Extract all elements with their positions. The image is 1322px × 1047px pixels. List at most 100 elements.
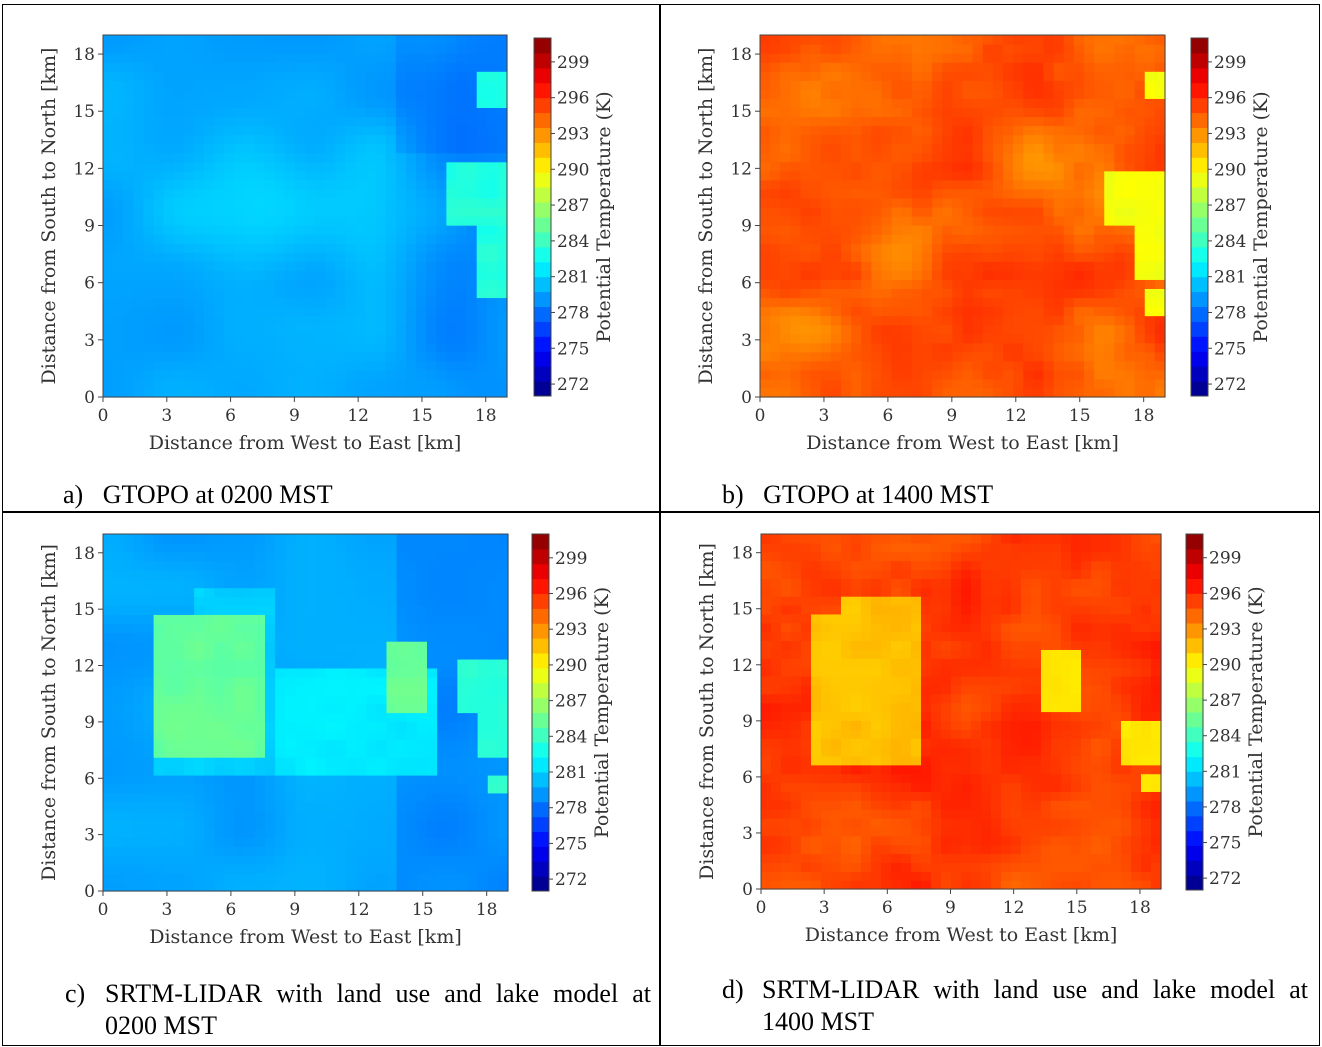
heatmap-cell bbox=[770, 35, 781, 45]
heatmap-cell bbox=[295, 828, 307, 839]
heatmap-cell bbox=[1084, 270, 1095, 280]
heatmap-cell bbox=[1023, 234, 1034, 244]
heatmap-cell bbox=[315, 882, 327, 892]
heatmap-cell bbox=[427, 846, 438, 856]
heatmap-cell bbox=[285, 569, 296, 580]
heatmap-cell bbox=[871, 170, 883, 181]
heatmap-cell bbox=[103, 846, 114, 856]
heatmap-cell bbox=[476, 315, 488, 326]
heatmap-cell bbox=[366, 730, 377, 740]
heatmap-cell bbox=[204, 306, 215, 317]
heatmap-cell bbox=[446, 197, 458, 208]
heatmap-cell bbox=[1023, 152, 1034, 163]
x-tick-label: 0 bbox=[755, 406, 766, 426]
heatmap-cell bbox=[437, 623, 448, 633]
heatmap-cell bbox=[952, 170, 964, 181]
heatmap-cell bbox=[446, 387, 458, 398]
heatmap-cell bbox=[113, 560, 124, 571]
heatmap-cell bbox=[366, 855, 377, 865]
heatmap-cell bbox=[841, 125, 852, 136]
heatmap-cell bbox=[184, 658, 195, 669]
heatmap-cell bbox=[113, 107, 124, 118]
heatmap-cell bbox=[123, 170, 134, 181]
heatmap-cell bbox=[163, 206, 175, 217]
heatmap-cell bbox=[113, 587, 124, 598]
heatmap-cell bbox=[436, 71, 447, 81]
heatmap-cell bbox=[820, 297, 832, 308]
heatmap-cell bbox=[143, 387, 155, 398]
heatmap-cell bbox=[274, 89, 286, 99]
heatmap-cell bbox=[173, 261, 185, 271]
heatmap-cell bbox=[274, 369, 286, 380]
heatmap-cell bbox=[385, 261, 397, 271]
heatmap-cell bbox=[780, 216, 791, 226]
heatmap-cell bbox=[194, 855, 205, 865]
heatmap-cell bbox=[1043, 243, 1055, 253]
heatmap-cell bbox=[214, 206, 225, 217]
heatmap-cell bbox=[426, 44, 437, 54]
heatmap-cell bbox=[123, 234, 134, 244]
heatmap-cell bbox=[254, 161, 266, 172]
heatmap-cell bbox=[497, 873, 509, 883]
heatmap-cell bbox=[194, 801, 205, 812]
heatmap-cell bbox=[456, 152, 468, 163]
heatmap-cell bbox=[244, 333, 256, 344]
heatmap-cell bbox=[972, 35, 984, 45]
heatmap-cell bbox=[982, 234, 994, 244]
heatmap-cell bbox=[447, 596, 458, 606]
heatmap-cell bbox=[194, 828, 205, 839]
heatmap-cell bbox=[365, 342, 377, 353]
heatmap-cell bbox=[1094, 53, 1105, 63]
heatmap-cell bbox=[810, 279, 822, 289]
y-tick-label: 18 bbox=[730, 45, 752, 65]
heatmap-cell bbox=[800, 243, 812, 253]
heatmap-cell bbox=[386, 783, 398, 794]
heatmap-cell bbox=[861, 261, 872, 271]
heatmap-cell bbox=[153, 864, 165, 874]
heatmap-cell bbox=[841, 80, 852, 90]
heatmap-cell bbox=[214, 587, 226, 598]
heatmap-cell bbox=[204, 252, 215, 262]
heatmap-cell bbox=[285, 578, 296, 589]
heatmap-cell bbox=[183, 288, 195, 299]
heatmap-cell bbox=[214, 569, 226, 580]
heatmap-cell bbox=[1084, 243, 1095, 253]
heatmap-cell bbox=[1073, 288, 1085, 299]
heatmap-cell bbox=[830, 270, 842, 280]
heatmap-cell bbox=[396, 676, 408, 687]
heatmap-cell bbox=[466, 179, 478, 190]
heatmap-cell bbox=[103, 225, 114, 235]
heatmap-cell bbox=[760, 225, 771, 235]
heatmap-cell bbox=[426, 378, 437, 389]
heatmap-cell bbox=[922, 152, 933, 163]
heatmap-cell bbox=[214, 650, 226, 660]
heatmap-cell bbox=[376, 801, 388, 812]
heatmap-cell bbox=[1043, 197, 1055, 208]
heatmap-cell bbox=[861, 252, 872, 262]
heatmap-cell bbox=[1144, 360, 1156, 371]
heatmap-cell bbox=[406, 846, 418, 856]
heatmap-cell bbox=[285, 605, 296, 615]
heatmap-cell bbox=[760, 297, 771, 308]
heatmap-cell bbox=[1084, 297, 1095, 308]
heatmap-cell bbox=[315, 569, 327, 580]
heatmap-cell bbox=[163, 369, 175, 380]
heatmap-cell bbox=[325, 864, 337, 874]
heatmap-cell bbox=[487, 757, 499, 767]
heatmap-cell bbox=[113, 748, 124, 758]
heatmap-cell bbox=[376, 837, 388, 847]
heatmap-cell bbox=[800, 279, 812, 289]
heatmap-cell bbox=[143, 828, 155, 839]
heatmap-cell bbox=[1114, 125, 1126, 136]
heatmap-cell bbox=[437, 560, 448, 571]
heatmap-cell bbox=[861, 234, 872, 244]
heatmap-cell bbox=[193, 369, 205, 380]
heatmap-cell bbox=[264, 324, 276, 335]
heatmap-cell bbox=[163, 810, 175, 821]
heatmap-cell bbox=[820, 243, 832, 253]
heatmap-cell bbox=[922, 252, 933, 262]
heatmap-cell bbox=[1003, 107, 1014, 118]
heatmap-cell bbox=[244, 89, 256, 99]
heatmap-cell bbox=[881, 369, 893, 380]
heatmap-cell bbox=[345, 206, 357, 217]
